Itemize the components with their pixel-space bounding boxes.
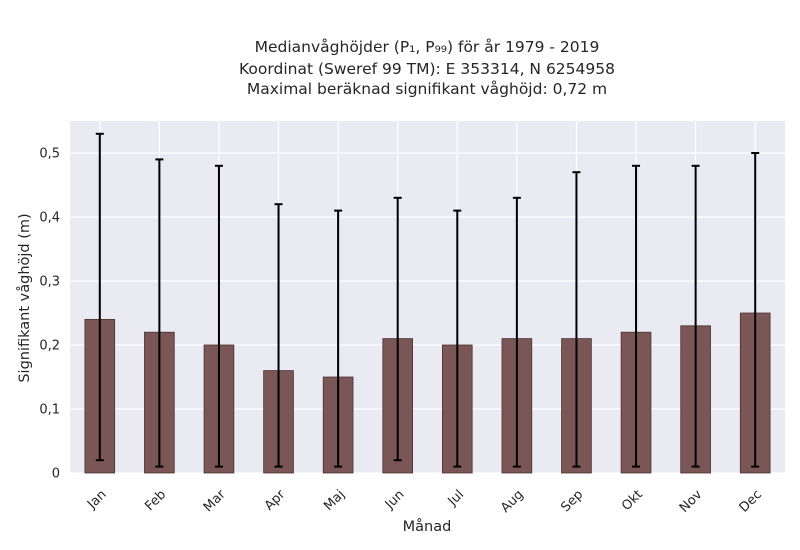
title-line-2: Koordinat (Sweref 99 TM): E 353314, N 62…: [239, 60, 615, 78]
y-axis-label: Signifikant våghöjd (m): [16, 213, 33, 382]
y-tick-label: 0,3: [39, 275, 60, 290]
title-line-1: Medianvåghöjder (P₁, P₉₉) för år 1979 - …: [255, 38, 600, 56]
y-tick-label: 0,5: [39, 147, 60, 162]
x-axis-label: Månad: [403, 518, 452, 535]
y-tick-label: 0,2: [39, 339, 60, 354]
plot-background: [70, 121, 785, 473]
y-tick-label: 0,4: [39, 211, 60, 226]
chart-title: Medianvåghöjder (P₁, P₉₉) för år 1979 - …: [239, 38, 615, 98]
title-line-3: Maximal beräknad signifikant våghöjd: 0,…: [247, 80, 607, 98]
y-tick-label: 0: [52, 467, 60, 482]
y-tick-label: 0,1: [39, 403, 60, 418]
